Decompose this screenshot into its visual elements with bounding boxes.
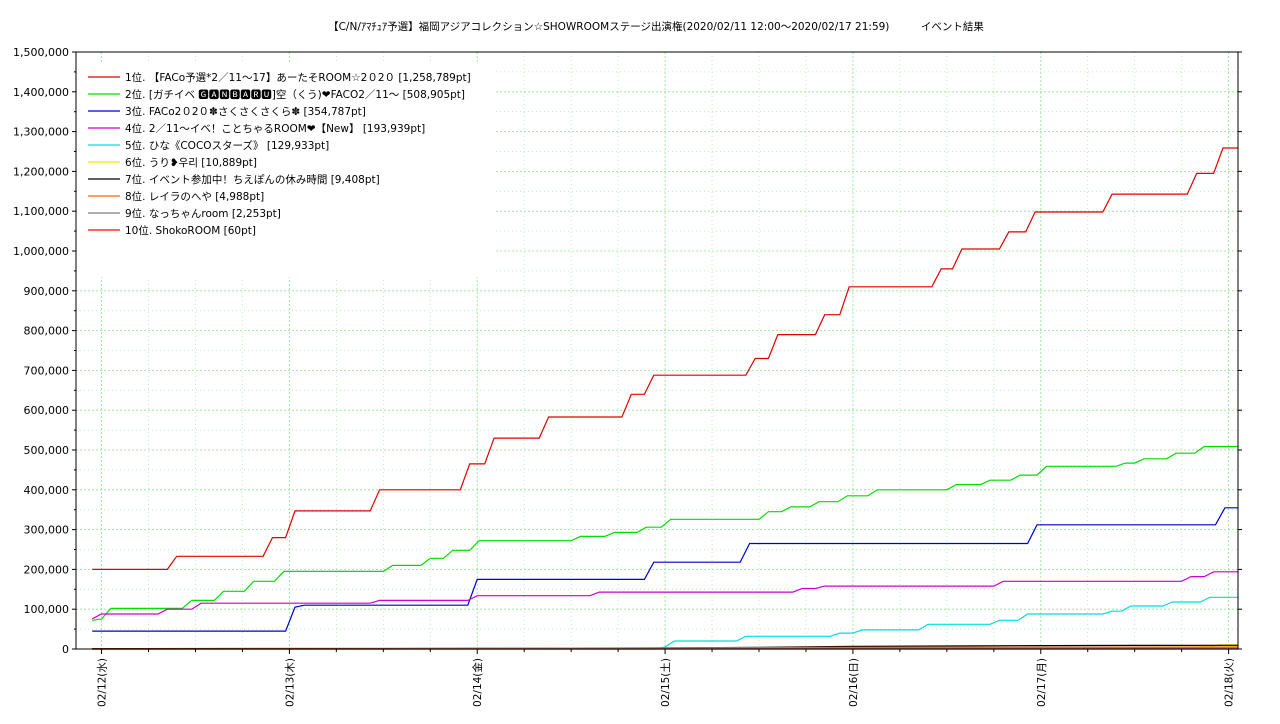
x-tick-label: 02/17(月) — [1036, 658, 1048, 707]
x-tick-label: 02/18(火) — [1224, 658, 1236, 707]
series-line-4 — [91, 571, 1238, 620]
y-tick-label: 1,200,000 — [13, 165, 69, 178]
legend-entry: 4位. 2／11〜イベ！ことちゃるROOM❤【New】 [193,939pt] — [125, 122, 425, 135]
y-tick-label: 200,000 — [24, 563, 70, 576]
y-tick-label: 1,100,000 — [13, 205, 69, 218]
x-tick-label: 02/15(土) — [659, 658, 672, 707]
y-tick-label: 1,000,000 — [13, 245, 69, 258]
y-tick-label: 1,300,000 — [13, 126, 69, 139]
legend-background — [77, 62, 495, 277]
y-tick-label: 400,000 — [24, 484, 70, 497]
legend-entry: 3位. FACo2０2０✽さくさくさくら✽ [354,787pt] — [125, 105, 366, 118]
chart-title: 【C/N/ｱﾏﾁｭｱ予選】福岡アジアコレクション☆SHOWROOMステージ出演権… — [328, 20, 984, 33]
axes: 0 100,000 200,000 300,000 400,000 500,000 600,… — [13, 46, 1242, 707]
legend-entry: 7位. イベント参加中！ちえぽんの休み時間 [9,408pt] — [125, 173, 380, 186]
x-tick-label: 02/13(木) — [284, 658, 296, 707]
y-tick-label: 700,000 — [24, 364, 70, 377]
legend-entry: 6位. うり❥우리 [10,889pt] — [125, 156, 257, 169]
y-tick-label: 900,000 — [24, 285, 70, 298]
legend: 1位. 【FACo予選*2／11〜17】あーたそROOM☆2０2０ [1,258… — [77, 62, 495, 277]
x-tick-label: 02/12(水) — [97, 658, 109, 707]
series-line-2 — [92, 445, 1238, 621]
legend-entry: 1位. 【FACo予選*2／11〜17】あーたそROOM☆2０2０ [1,258… — [125, 71, 471, 84]
y-tick-label: 1,400,000 — [13, 86, 69, 99]
series-line-1 — [92, 147, 1238, 570]
y-tick-label: 0 — [62, 643, 69, 656]
y-tick-label: 600,000 — [24, 404, 70, 417]
y-tick-label: 800,000 — [24, 325, 70, 338]
series-line-5 — [92, 596, 1238, 650]
series-line-3 — [92, 507, 1238, 632]
legend-entry: 9位. なっちゃんroom [2,253pt] — [125, 207, 281, 220]
grid-lines — [76, 51, 1238, 650]
legend-entry: 10位. ShokoROOM [60pt] — [125, 224, 256, 237]
legend-entry: 2位. [ガチイベ 🅶🅰🅽🅱🅰🆁🆄]空（くう)❤FACO2／11〜 [508,9… — [125, 88, 465, 101]
legend-entry: 5位. ひな《COCOスターズ》 [129,933pt] — [125, 139, 329, 152]
x-tick-label: 02/14(金) — [471, 658, 484, 707]
y-tick-label: 1,500,000 — [13, 46, 69, 59]
y-tick-label: 100,000 — [24, 603, 70, 616]
y-tick-label: 500,000 — [24, 444, 70, 457]
legend-entry: 8位. レイラのへや [4,988pt] — [125, 190, 264, 203]
y-tick-label: 300,000 — [24, 524, 70, 537]
x-tick-label: 02/16(日) — [848, 658, 860, 707]
